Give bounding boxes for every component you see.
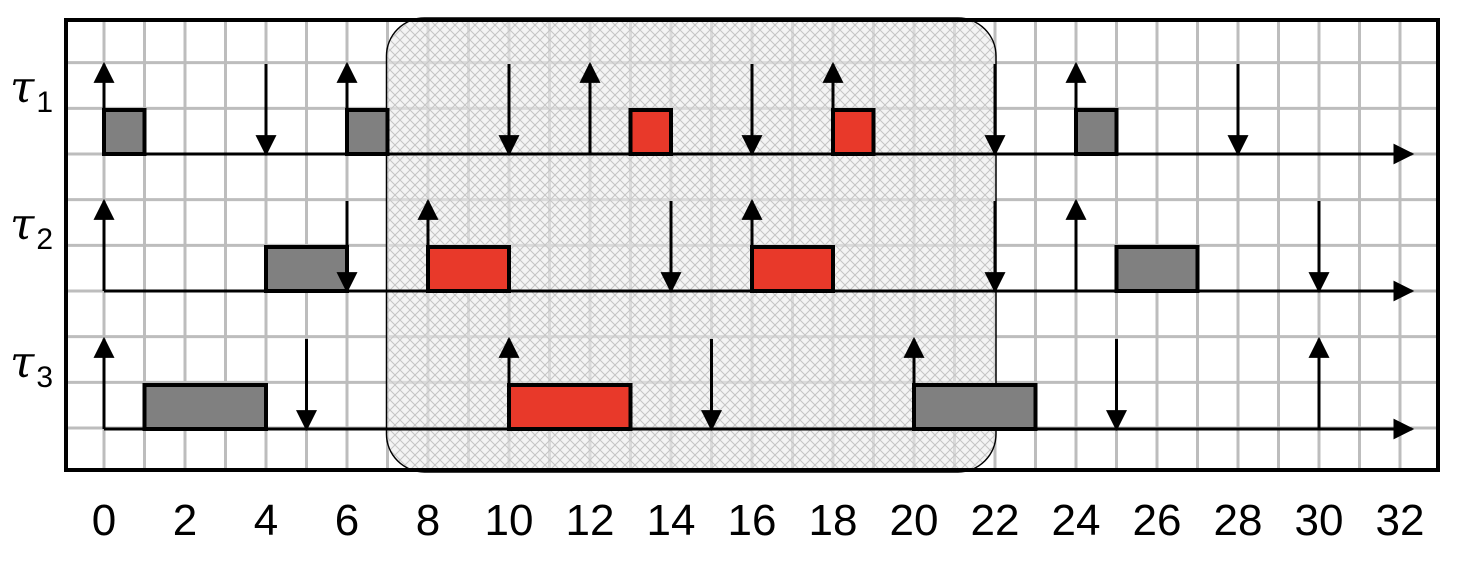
x-tick-label: 32 [1376,496,1425,545]
x-tick-label: 14 [647,496,696,545]
x-tick-label: 2 [173,496,197,545]
x-tick-label: 0 [92,496,116,545]
critical-job-block [426,245,511,293]
critical-job-block [628,108,673,156]
x-tick-label: 20 [890,496,939,545]
task-row-2 [93,198,1415,302]
x-tick-label: 6 [335,496,359,545]
task-label-base: τ [10,337,35,388]
x-tick-label: 24 [1052,496,1101,545]
x-tick-label: 28 [1214,496,1263,545]
task-label-base: τ [10,62,35,113]
x-tick-label: 30 [1295,496,1344,545]
task-label-index: 1 [36,86,53,119]
x-tick-label: 22 [971,496,1020,545]
critical-job-block [750,245,835,293]
x-tick-label: 12 [566,496,615,545]
x-tick-label: 18 [809,496,858,545]
job-block [1114,245,1200,293]
critical-job-block [831,108,876,156]
job-block [102,108,147,156]
x-tick-label: 4 [254,496,278,545]
task-rows [93,61,1415,440]
task-row-3 [93,336,1415,440]
x-tick-labels: 0 2 4 6 8 10 12 14 16 18 20 22 24 26 28 30 32 [92,496,1425,545]
x-tick-label: 16 [728,496,777,545]
job-block [345,108,390,156]
task-label: τ3 [10,337,53,394]
x-tick-label: 10 [485,496,534,545]
job-block [1074,108,1119,156]
task-label: τ2 [10,199,53,256]
task-label-base: τ [10,199,35,250]
task-label-index: 2 [36,223,53,256]
task-label-index: 3 [36,361,53,394]
diagram-frame [64,18,1440,472]
critical-job-block [507,383,633,431]
job-block [912,383,1038,431]
job-block [264,245,349,293]
job-block [142,383,268,431]
x-tick-label: 8 [416,496,440,545]
task-row-1 [93,61,1415,165]
task-label: τ1 [10,62,53,119]
x-tick-label: 26 [1133,496,1182,545]
